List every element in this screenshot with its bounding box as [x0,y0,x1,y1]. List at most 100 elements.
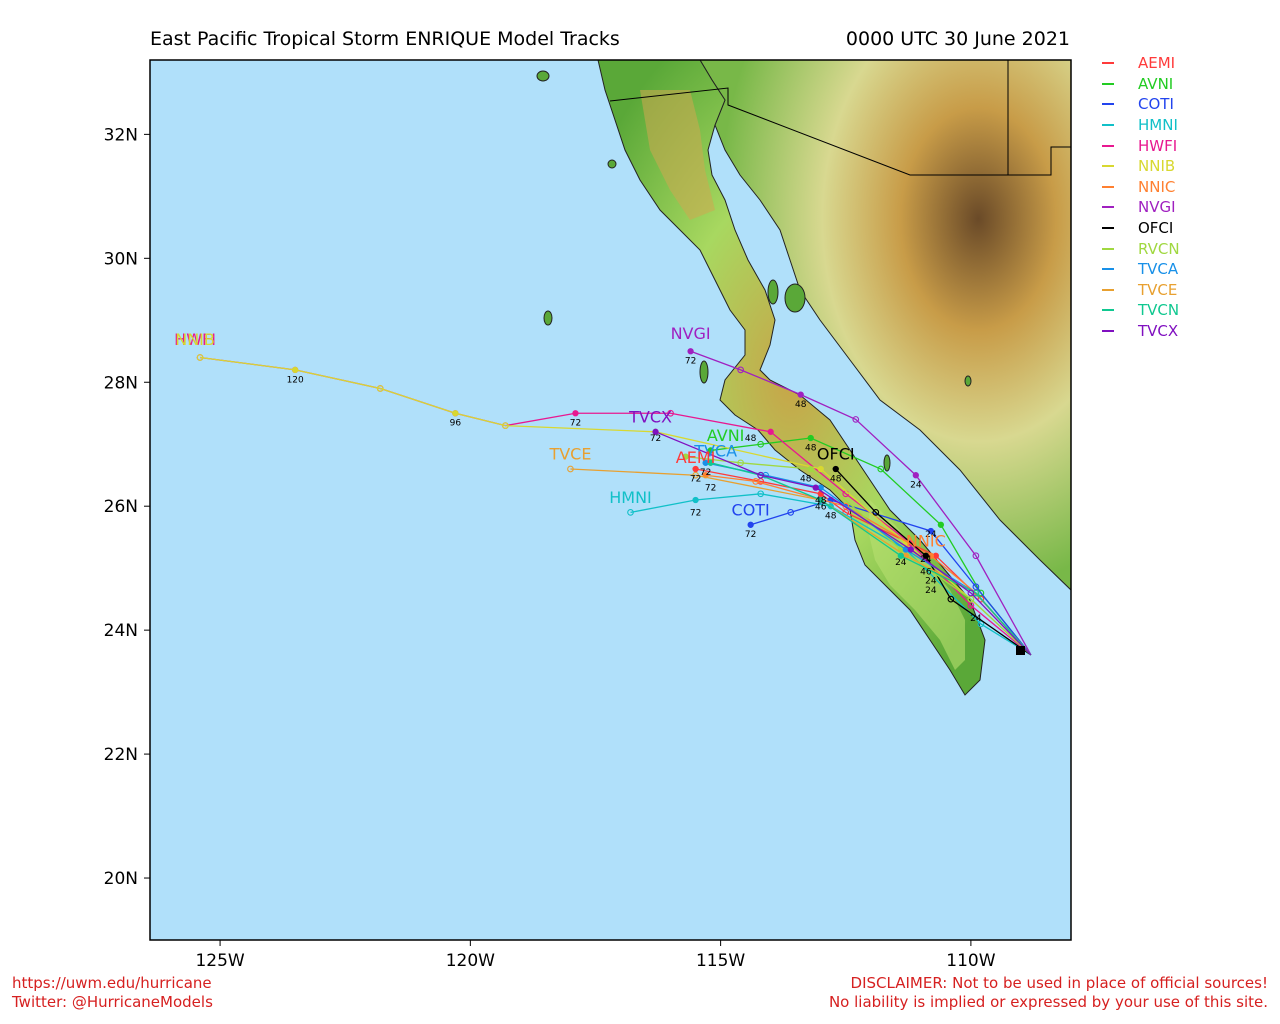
track-point-ofci [832,465,839,473]
track-point-tvce [692,471,699,479]
hour-label: 24 [970,614,982,624]
legend-item-nvgi: NVGI [1102,197,1272,218]
track-label-avni: AVNI [707,426,745,445]
legend-label: OFCI [1138,219,1174,238]
baja-north-highlands [640,90,715,220]
legend-label: NNIB [1138,157,1176,176]
track-point-coti [787,509,795,516]
lon-tick-label: 125W [195,951,244,971]
legend-item-rvcn: RVCN [1102,238,1272,259]
legend-item-ofci: OFCI [1102,218,1272,239]
island-north-1 [536,70,550,82]
legend-label: NNIC [1138,177,1176,196]
track-point-tvcx [757,471,765,479]
track-point-avni [707,447,714,454]
legend-label: TVCA [1138,260,1179,279]
track-point-hmni [627,509,634,516]
track-point-nvgi [852,416,860,423]
map-title: East Pacific Tropical Storm ENRIQUE Mode… [150,28,620,50]
hour-label: 96 [450,419,462,429]
track-point-tvce [567,465,574,473]
track-point-tvcx [967,589,975,597]
track-label-tvcx: TVCX [628,408,672,427]
legend-swatch [1102,268,1114,271]
hour-label: 120 [287,375,304,385]
tracks-layer [196,348,1032,656]
track-point-nnib [502,422,509,429]
hour-label: 46 [815,502,827,512]
track-point-hmni [757,490,765,498]
legend-item-nnib: NNIB [1102,156,1272,177]
legend-item-avni: AVNI [1102,74,1272,95]
hour-label: 72 [690,474,701,484]
hour-label: 24 [925,530,937,540]
legend-item-hmni: HMNI [1102,115,1272,136]
track-label-nnic: NNIC [906,531,946,550]
legend-item-tvcn: TVCN [1102,300,1272,321]
track-point-ofci [872,509,880,516]
track-line-nnib [199,356,1032,656]
track-point-ofci [947,595,955,603]
footer-url[interactable]: https://uwm.edu/hurricane [12,974,212,992]
lat-tick-label: 26N [104,497,138,517]
track-label-ofci: OFCI [817,445,855,464]
mainland-landmass [699,60,1071,591]
legend-item-tvca: TVCA [1102,259,1272,280]
track-point-nnib [376,385,384,392]
legend-swatch [1102,124,1114,127]
track-point-rvcn [967,595,975,603]
hour-label: 48 [795,400,807,410]
track-label-tvce: TVCE [548,445,591,464]
track-point-rvcn [807,465,814,473]
hour-label: 24 [910,481,922,491]
track-point-hwfi [767,428,774,435]
footer-disclaimer-1: DISCLAIMER: Not to be used in place of o… [850,974,1268,992]
track-point-coti [747,521,754,528]
track-label-nnib: NNIB [175,330,215,349]
track-point-coti [972,583,980,591]
track-point-aemi [977,595,985,603]
legend-label: NVGI [1138,198,1176,217]
legend-swatch [1102,185,1114,188]
lat-tick-label: 24N [104,621,138,641]
legend-label: TVCE [1138,280,1178,299]
hour-label: 24 [895,558,907,568]
island-gulf-2 [964,375,972,387]
track-point-nnib [292,366,299,374]
legend-label: TVCN [1138,301,1180,320]
track-point-hwfi [967,602,975,609]
track-label-nvgi: NVGI [671,324,711,343]
track-point-nvgi [737,366,744,374]
hour-label: 48 [745,434,757,444]
hour-label: 46 [920,567,932,577]
lon-tick-label: 120W [446,951,495,971]
lat-tick-label: 22N [104,745,138,765]
track-label-coti: COTI [732,500,770,519]
legend-label: HMNI [1138,116,1178,135]
legend-label: TVCX [1138,322,1179,341]
hour-label: 72 [745,530,756,540]
track-point-hwfi [572,410,579,417]
footer-twitter: Twitter: @HurricaneModels [12,993,213,1011]
legend-item-coti: COTI [1102,94,1272,115]
legend-swatch [1102,82,1114,85]
hour-label: 24 [920,555,932,565]
track-point-tvcx [812,484,819,491]
island-guadalupe [543,310,553,326]
track-point-hwfi [667,409,674,417]
track-point-hmni [692,496,699,504]
us-mexico-border [609,87,1071,176]
track-point-nvgi [972,552,980,560]
track-label-aemi: AEMI [676,448,716,467]
hour-label: 24 [925,586,937,596]
track-point-nnic [752,478,760,485]
legend-swatch [1102,165,1114,168]
track-point-tvcn [897,552,904,559]
track-point-nvgi [687,348,694,355]
island-gulf-1 [883,454,891,472]
legend-label: COTI [1138,95,1174,114]
track-point-rvcn [737,459,744,467]
legend-item-tvce: TVCE [1102,280,1272,301]
legend-item-nnic: NNIC [1102,177,1272,198]
